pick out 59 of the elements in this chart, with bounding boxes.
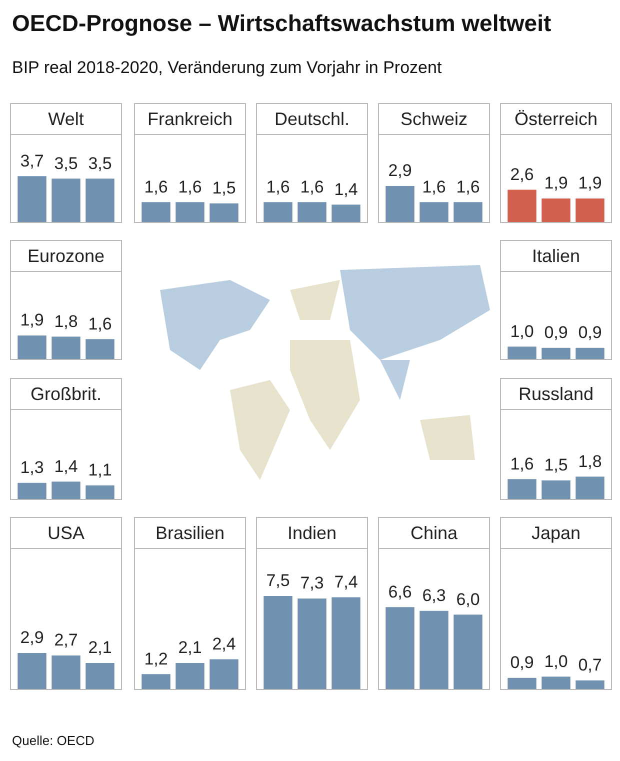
data-label: 7,4 [334, 572, 358, 592]
data-label: 1,4 [334, 180, 358, 199]
data-label: 3,7 [20, 151, 44, 170]
data-label: 2,7 [54, 630, 78, 650]
data-label: 2,1 [178, 638, 202, 658]
data-label: 2,9 [20, 628, 44, 648]
chart-title: Italien [501, 241, 611, 272]
data-label: 1,0 [544, 652, 568, 671]
chart-title: Frankreich [135, 104, 245, 135]
data-label: 2,9 [388, 161, 412, 180]
data-label: 1,6 [510, 454, 534, 474]
data-label: 3,5 [54, 154, 78, 173]
chart-title: Brasilien [135, 518, 245, 549]
data-label: 6,3 [422, 586, 446, 606]
data-label: 1,0 [510, 322, 534, 341]
chart-title: Welt [11, 104, 121, 135]
data-label: 1,6 [422, 177, 446, 196]
data-label: 1,1 [88, 460, 112, 480]
chart-title: USA [11, 518, 121, 549]
data-label: 1,9 [20, 310, 44, 330]
chart-title: Schweiz [379, 104, 489, 135]
chart-title: Japan [501, 518, 611, 549]
data-label: 0,9 [544, 323, 568, 342]
chart-title: China [379, 518, 489, 549]
data-label: 1,8 [54, 312, 78, 331]
chart-title: Indien [257, 518, 367, 549]
data-label: 1,5 [212, 178, 236, 198]
data-label: 1,8 [578, 452, 602, 471]
data-label: 1,6 [178, 177, 202, 196]
data-label: 2,6 [510, 164, 534, 184]
data-label: 6,6 [388, 582, 412, 602]
data-label: 1,2 [144, 649, 168, 668]
data-label: 0,9 [578, 323, 602, 342]
text: OECD-Prognose – Wirtschaftswachstum weltweit [12, 10, 552, 37]
data-label: 7,5 [266, 571, 290, 590]
data-label: 1,9 [544, 174, 568, 193]
data-label: 2,4 [212, 634, 236, 654]
data-label: 3,5 [88, 154, 112, 173]
data-label: 1,3 [20, 458, 44, 478]
source-note: Quelle: OECD [12, 733, 94, 748]
data-label: 1,6 [144, 177, 168, 196]
data-label: 7,3 [300, 574, 324, 593]
data-label: 1,4 [54, 456, 78, 476]
data-label: 0,7 [578, 656, 602, 675]
chart-title: Österreich [501, 104, 611, 135]
data-label: 0,9 [510, 653, 534, 672]
data-label: 1,6 [88, 314, 112, 334]
data-label: 2,1 [88, 638, 112, 658]
data-label: 6,0 [456, 590, 480, 609]
data-label: 1,9 [578, 174, 602, 193]
chart-title: Eurozone [11, 241, 121, 272]
text: BIP real 2018-2020, Veränderung zum Vorjahr in Prozent [12, 58, 442, 78]
data-label: 1,5 [544, 456, 568, 475]
chart-title: Deutschl. [257, 104, 367, 135]
data-label: 1,6 [456, 177, 480, 196]
data-label: 1,6 [300, 177, 324, 196]
chart-title: Großbrit. [11, 379, 121, 410]
chart-title: Russland [501, 379, 611, 410]
data-label: 1,6 [266, 177, 290, 196]
